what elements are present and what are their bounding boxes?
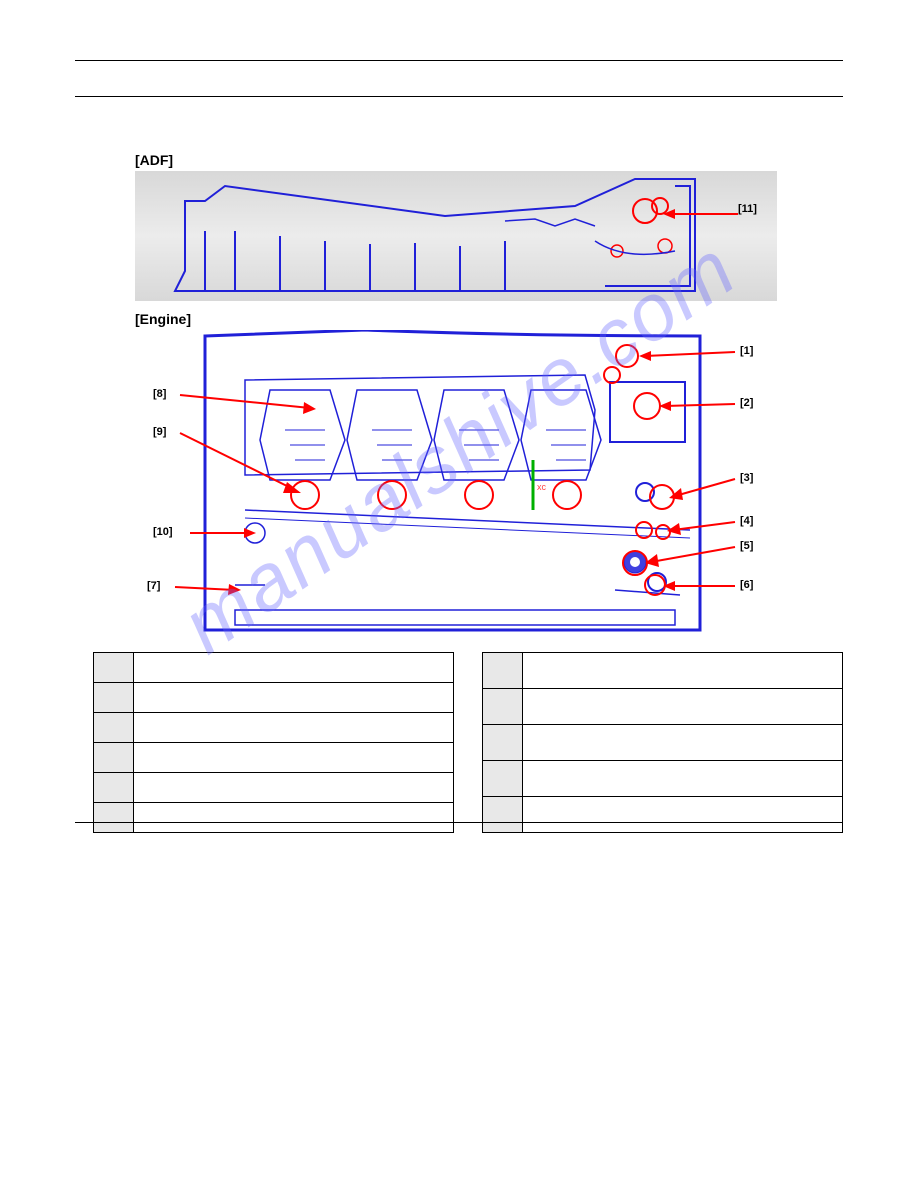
marker-circle — [552, 480, 582, 510]
engine-label: [Engine] — [135, 311, 843, 327]
marker-circle — [603, 366, 621, 384]
callout-3: [3] — [740, 472, 753, 484]
legend-tables — [93, 652, 843, 833]
callout-4: [4] — [740, 515, 753, 527]
callout-1: [1] — [740, 345, 753, 357]
callout-10: [10] — [153, 526, 173, 538]
callout-9: [9] — [153, 426, 166, 438]
svg-text:xc: xc — [537, 482, 547, 492]
callout-6: [6] — [740, 579, 753, 591]
header-rule-bottom — [75, 96, 843, 97]
callout-8: [8] — [153, 388, 166, 400]
footer-rule — [75, 822, 843, 823]
callout-7: [7] — [147, 580, 160, 592]
callout-5: [5] — [740, 540, 753, 552]
callout-2: [2] — [740, 397, 753, 409]
legend-table-right — [482, 652, 843, 833]
header-rule-top — [75, 60, 843, 61]
legend-table-left — [93, 652, 454, 833]
adf-diagram: [11] — [135, 171, 777, 301]
adf-label: [ADF] — [135, 152, 843, 168]
engine-diagram: xc [1] [2] [3] [4] — [135, 330, 777, 640]
marker-circle — [464, 480, 494, 510]
marker-circle — [377, 480, 407, 510]
